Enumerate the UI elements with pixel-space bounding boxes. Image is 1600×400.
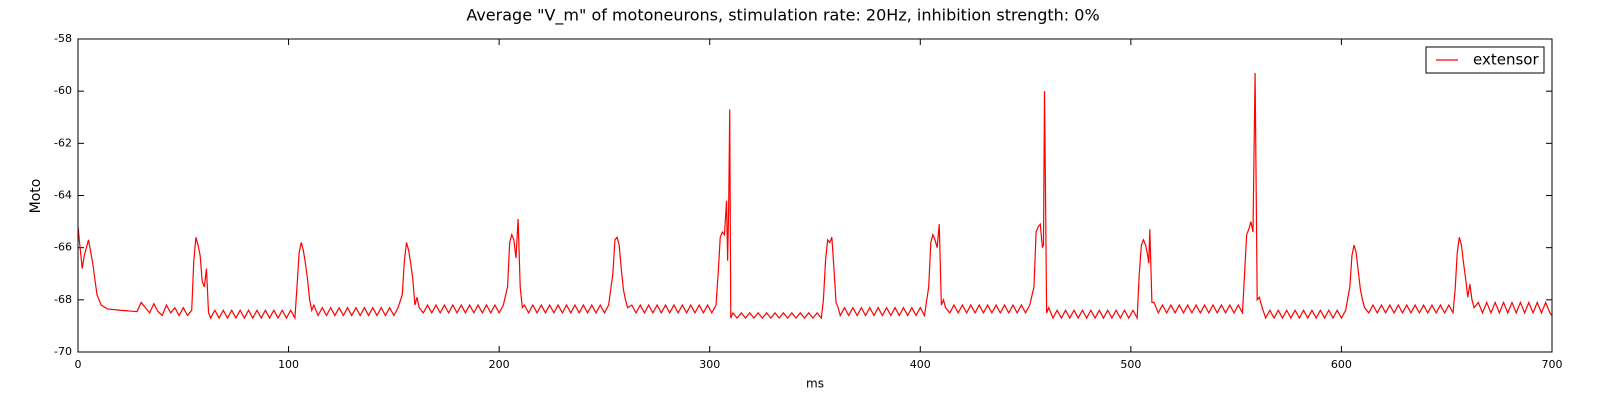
y-tick-label: -70 — [54, 345, 72, 358]
plot-frame — [77, 38, 1553, 353]
chart-title: Average "V_m" of motoneurons, stimulatio… — [466, 6, 1099, 26]
y-axis-label: Moto — [28, 179, 44, 214]
y-tick-label: -58 — [54, 32, 72, 45]
x-tick-label: 200 — [489, 358, 510, 371]
x-tick-label: 0 — [75, 358, 82, 371]
y-tick-label: -66 — [54, 241, 72, 254]
y-tick-label: -62 — [54, 136, 72, 149]
x-tick-label: 500 — [1120, 358, 1141, 371]
x-tick-label: 600 — [1331, 358, 1352, 371]
y-tick-label: -60 — [54, 84, 72, 97]
x-tick-label: 400 — [910, 358, 931, 371]
y-tick-label: -68 — [54, 293, 72, 306]
x-axis-label: ms — [806, 377, 824, 391]
x-tick-label: 300 — [699, 358, 720, 371]
data-line — [77, 72, 1553, 321]
x-tick-label: 100 — [278, 358, 299, 371]
legend-label: extensor — [1473, 51, 1539, 69]
y-tick-label: -64 — [54, 189, 72, 202]
x-tick-label: 700 — [1542, 358, 1563, 371]
